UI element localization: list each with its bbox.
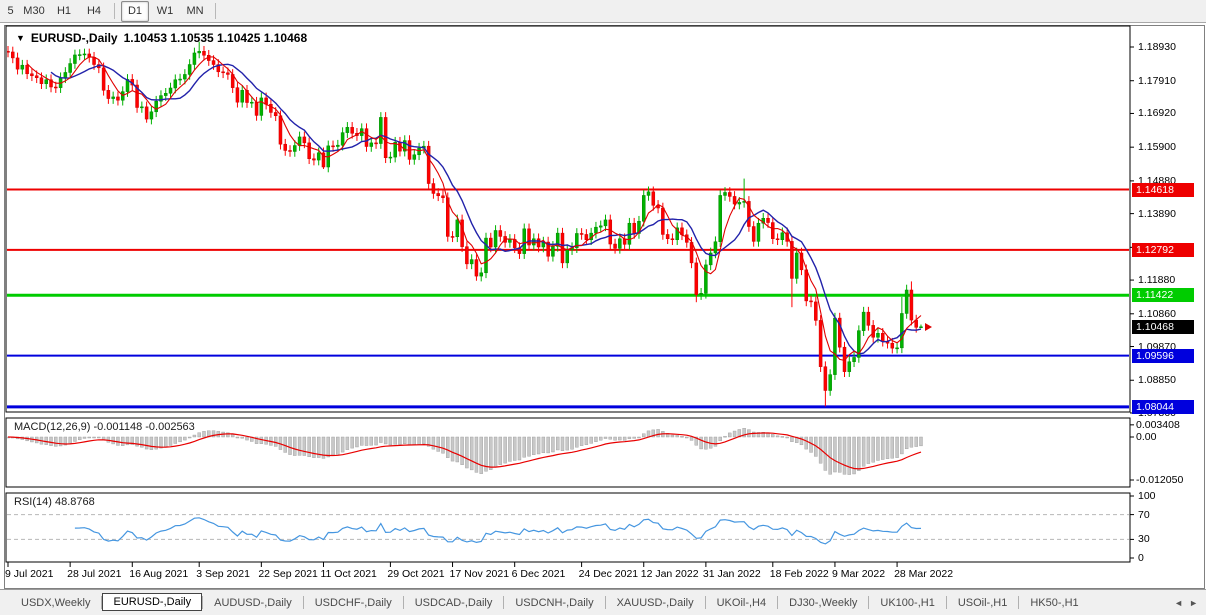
macd-axis-label: 0.003408 [1136,418,1180,431]
tab-separator [704,596,706,609]
symbol-tab-uk100-[interactable]: UK100-,H1 [880,596,935,609]
toolbar-separator [215,3,216,19]
macd-indicator-label: MACD(12,26,9) -0.001148 -0.002563 [14,421,195,433]
price-level-tag: 1.11422 [1132,288,1194,303]
timeframe-button-m30[interactable]: M30 [23,4,45,17]
timeframe-button-d1[interactable]: D1 [121,0,149,22]
symbol-tab-usoil-[interactable]: USOil-,H1 [957,596,1008,609]
tab-separator [302,596,304,609]
symbol-tab-eurusd-[interactable]: EURUSD-,Daily [102,592,203,611]
rsi-axis-label: 30 [1138,533,1150,546]
timeframe-button-mn[interactable]: MN [186,4,204,17]
current-price-tag: 1.10468 [1132,319,1194,334]
tab-separator [503,596,505,609]
chart-window [4,25,1205,589]
timeframe-button-5[interactable]: 5 [7,4,14,17]
macd-panel-border [5,417,1131,488]
timeframe-button-w1[interactable]: W1 [156,4,174,17]
tab-separator [777,596,779,609]
price-axis[interactable]: 1.18930 1.17910 1.16920 1.15900 1.14880 1.138… [1130,0,1206,590]
rsi-panel-border [5,492,1131,563]
rsi-axis-label: 0 [1138,552,1144,564]
timeframe-button-h4[interactable]: H4 [86,4,102,17]
symbol-tab-usdcnh-[interactable]: USDCNH-,Daily [515,596,594,609]
tab-scroll-right-icon[interactable]: ► [1189,597,1198,608]
toolbar-separator [114,3,115,19]
rsi-indicator-label: RSI(14) 48.8768 [14,496,95,508]
symbol-tab-usdchf-[interactable]: USDCHF-,Daily [314,596,392,609]
date-tick-label: 9 Jul 2021 [5,568,54,580]
tab-separator [604,596,606,609]
tab-separator [402,596,404,609]
price-level-tag: 1.08044 [1132,399,1194,414]
chart-title: ▼ EURUSD-,Daily 1.10453 1.10535 1.10425 … [16,31,307,45]
chart-symbol-label: EURUSD-,Daily [30,31,118,45]
date-tick-label: 9 Mar 2022 [831,568,886,580]
price-level-tag: 1.09596 [1132,348,1194,363]
date-tick-label: 6 Dec 2021 [511,568,566,580]
price-tick-label: 1.15900 [1138,141,1176,154]
date-axis[interactable]: 9 Jul 2021 28 Jul 2021 16 Aug 2021 3 Sep 20… [0,563,1130,587]
price-tick-label: 1.08850 [1138,374,1176,387]
timeframe-toolbar: 5 M30 H1 H4 D1 W1 MN [0,0,1206,23]
date-tick-label: 18 Feb 2022 [769,568,829,580]
date-tick-label: 31 Jan 2022 [702,568,761,580]
price-tick-label: 1.13890 [1138,207,1176,220]
chart-ohlc-values: 1.10453 1.10535 1.10425 1.10468 [123,31,308,45]
date-tick-label: 29 Oct 2021 [387,568,445,580]
price-level-tag: 1.12792 [1132,242,1194,257]
date-tick-label: 16 Aug 2021 [129,568,189,580]
date-tick-label: 22 Sep 2021 [258,568,318,580]
date-tick-label: 11 Oct 2021 [320,568,377,580]
chart-symbol-dropdown-icon[interactable]: ▼ [16,33,25,43]
symbol-tab-hk50-[interactable]: HK50-,H1 [1030,596,1079,609]
price-tick-label: 1.10860 [1138,307,1176,320]
date-tick-label: 17 Nov 2021 [449,568,510,580]
symbol-tab-ukoil-[interactable]: UKOil-,H4 [716,596,767,609]
level-lines-layer [7,188,1129,409]
date-tick-label: 28 Mar 2022 [894,568,954,580]
symbol-tab-usdx[interactable]: USDX,Weekly [21,596,91,609]
tab-separator [868,596,870,609]
symbol-tab-usdcad-[interactable]: USDCAD-,Daily [414,596,493,609]
tab-separator [202,596,204,609]
moving-averages-layer [26,56,922,362]
tab-separator [1018,596,1020,609]
symbol-tab-xauusd-[interactable]: XAUUSD-,Daily [616,596,694,609]
ma-fast-line [26,56,922,362]
tab-separator [101,596,103,609]
tab-separator [945,596,947,609]
macd-histogram-layer [7,428,923,475]
date-tick-label: 28 Jul 2021 [67,568,122,580]
tab-scroll-controls: ◄ ► [1174,598,1206,608]
date-tick-label: 12 Jan 2022 [640,568,699,580]
price-tick-label: 1.18930 [1138,41,1176,53]
rsi-axis-label: 70 [1138,508,1150,521]
rsi-axis-label: 100 [1138,490,1156,502]
price-tick-label: 1.16920 [1138,107,1176,120]
tab-scroll-left-icon[interactable]: ◄ [1174,597,1184,608]
main-panel-border [5,25,1131,413]
symbol-tab-bar: USDX,Weekly EURUSD-,Daily AUDUSD-,Daily USD… [0,589,1206,615]
macd-signal-line [7,432,922,470]
ma-slow-line [50,63,922,355]
price-tick-label: 1.11880 [1138,274,1176,287]
date-tick-label: 3 Sep 2021 [196,568,250,580]
macd-axis-label: 0.00 [1136,431,1157,443]
rsi-layer [7,514,1129,545]
macd-axis-label: -0.012050 [1136,473,1184,486]
rsi-line [74,517,922,545]
price-tick-label: 1.17910 [1138,74,1176,87]
current-price-arrow [925,323,932,331]
symbol-tab-audusd-[interactable]: AUDUSD-,Daily [214,596,292,609]
price-level-tag: 1.14618 [1132,182,1194,197]
symbol-tab-dj30-[interactable]: DJ30-,Weekly [789,596,858,609]
timeframe-button-h1[interactable]: H1 [56,4,72,17]
date-tick-label: 24 Dec 2021 [578,568,639,580]
